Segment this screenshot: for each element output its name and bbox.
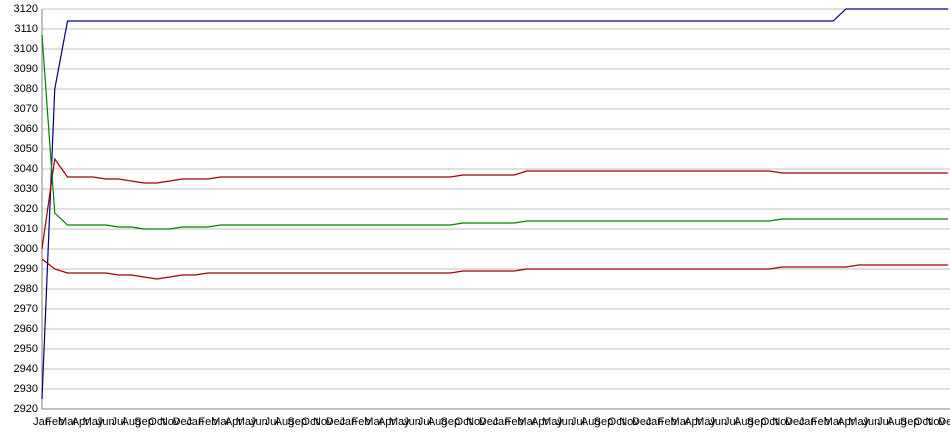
y-tick-label: 3070 xyxy=(14,103,38,115)
x-tick-label: Feb xyxy=(505,416,524,428)
x-tick-label: Jan xyxy=(493,416,511,428)
x-tick-label: Jul xyxy=(418,416,432,428)
y-tick-label: 2930 xyxy=(14,383,38,395)
x-tick-label: May xyxy=(848,416,869,428)
x-tick-label: Feb xyxy=(658,416,677,428)
x-tick-label: Apr xyxy=(837,416,854,428)
x-tick-label: May xyxy=(83,416,104,428)
data-line xyxy=(41,157,948,250)
x-tick-label: Nov xyxy=(313,416,333,428)
x-tick-label: Aug xyxy=(428,416,448,428)
x-tick-label: Jun xyxy=(709,416,727,428)
x-tick-label: Jun xyxy=(556,416,574,428)
x-tick-label: May xyxy=(695,416,716,428)
x-tick-label: Jan xyxy=(186,416,204,428)
x-tick-label: Apr xyxy=(72,416,89,428)
x-tick-label: Oct xyxy=(455,416,472,428)
x-tick-label: Mar xyxy=(364,416,383,428)
x-tick-label: Jun xyxy=(863,416,881,428)
x-tick-label: Jun xyxy=(97,416,115,428)
x-tick-label: Nov xyxy=(160,416,180,428)
x-tick-label: Oct xyxy=(761,416,778,428)
x-tick-label: Oct xyxy=(301,416,318,428)
x-tick-label: Jun xyxy=(250,416,268,428)
x-tick-label: Dec xyxy=(173,416,193,428)
x-tick-label: Sep xyxy=(441,416,461,428)
x-tick-label: Apr xyxy=(684,416,701,428)
data-line xyxy=(41,8,948,400)
x-tick-label: Jul xyxy=(877,416,891,428)
x-tick-label: Nov xyxy=(925,416,945,428)
x-tick-label: Dec xyxy=(785,416,805,428)
x-tick-label: Mar xyxy=(58,416,77,428)
x-tick-label: Sep xyxy=(747,416,767,428)
x-tick-label: Jan xyxy=(646,416,664,428)
x-tick-label: Dec xyxy=(326,416,346,428)
x-tick-label: Jan xyxy=(799,416,817,428)
y-tick-label: 3060 xyxy=(14,123,38,135)
y-tick-label: 2940 xyxy=(14,363,38,375)
y-tick-label: 2980 xyxy=(14,283,38,295)
x-tick-label: Mar xyxy=(211,416,230,428)
x-tick-label: Jul xyxy=(724,416,738,428)
x-tick-label: Apr xyxy=(225,416,242,428)
x-tick-label: Feb xyxy=(811,416,830,428)
x-tick-label: Sep xyxy=(287,416,307,428)
x-tick-label: Nov xyxy=(466,416,486,428)
y-tick-label: 3120 xyxy=(14,3,38,15)
x-tick-label: Mar xyxy=(824,416,843,428)
y-tick-label: 3030 xyxy=(14,183,38,195)
x-tick-label: May xyxy=(236,416,257,428)
x-tick-label: Jul xyxy=(265,416,279,428)
x-tick-label: Sep xyxy=(594,416,614,428)
y-tick-label: 2920 xyxy=(14,403,38,415)
x-tick-label: Dec xyxy=(479,416,499,428)
y-tick-label: 3000 xyxy=(14,243,38,255)
x-tick-label: Mar xyxy=(671,416,690,428)
x-tick-label: Jan xyxy=(339,416,357,428)
x-tick-label: Aug xyxy=(581,416,601,428)
y-tick-label: 2950 xyxy=(14,343,38,355)
x-tick-label: Nov xyxy=(772,416,792,428)
x-tick-label: Jul xyxy=(571,416,585,428)
x-tick-label: Oct xyxy=(608,416,625,428)
y-tick-label: 2970 xyxy=(14,303,38,315)
x-tick-label: Apr xyxy=(531,416,548,428)
x-tick-label: Oct xyxy=(148,416,165,428)
x-tick-label: Aug xyxy=(275,416,295,428)
x-tick-label: Feb xyxy=(198,416,217,428)
x-tick-label: Sep xyxy=(900,416,920,428)
x-tick-label: Oct xyxy=(914,416,931,428)
y-tick-label: 3010 xyxy=(14,223,38,235)
x-tick-label: May xyxy=(389,416,410,428)
x-tick-label: Feb xyxy=(45,416,64,428)
x-tick-label: Aug xyxy=(734,416,754,428)
y-tick-label: 3080 xyxy=(14,83,38,95)
x-tick-label: Aug xyxy=(122,416,142,428)
x-tick-label: Dec xyxy=(632,416,652,428)
x-tick-label: Mar xyxy=(517,416,536,428)
data-line xyxy=(41,258,948,280)
x-tick-label: Aug xyxy=(887,416,907,428)
y-tick-label: 3110 xyxy=(14,23,38,35)
x-tick-label: Sep xyxy=(134,416,154,428)
data-line xyxy=(41,34,948,230)
y-tick-label: 3100 xyxy=(14,43,38,55)
x-tick-label: Feb xyxy=(352,416,371,428)
x-tick-label: Jun xyxy=(403,416,421,428)
y-tick-label: 3020 xyxy=(14,203,38,215)
y-tick-label: 3050 xyxy=(14,143,38,155)
x-tick-label: Nov xyxy=(619,416,639,428)
y-tick-label: 2990 xyxy=(14,263,38,275)
x-tick-label: Jul xyxy=(112,416,126,428)
x-tick-label: May xyxy=(542,416,563,428)
x-tick-label: Apr xyxy=(378,416,395,428)
y-tick-label: 3090 xyxy=(14,63,38,75)
y-tick-label: 3040 xyxy=(14,163,38,175)
x-tick-label: Dec xyxy=(938,416,950,428)
y-tick-label: 2960 xyxy=(14,323,38,335)
x-tick-label: Jan xyxy=(33,416,51,428)
